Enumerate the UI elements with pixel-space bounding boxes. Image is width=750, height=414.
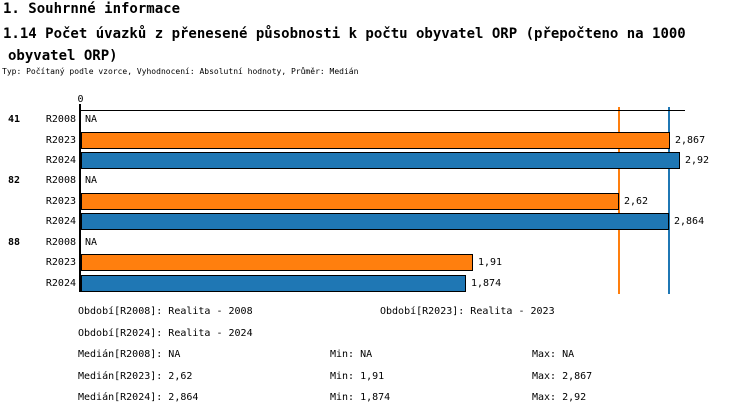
- indicator-meta: Typ: Počítaný podle vzorce, Vyhodnocení:…: [2, 67, 359, 76]
- x-axis-origin-label: 0: [77, 94, 84, 105]
- row-label-88-r2024: R2024: [45, 277, 76, 289]
- bar-value-88-r2024: 1,874: [471, 277, 502, 289]
- stat-median-r2008: Medián[R2008]: NA: [78, 349, 181, 360]
- bar-chart: 0 41 R2008 NA R2023 2,867 R2024 2,92 82 R2008 NA R…: [8, 94, 710, 294]
- reference-line-median-r2024: [668, 107, 670, 294]
- group-label-88: 88: [8, 236, 21, 248]
- bar-value-88-r2023: 1,91: [478, 257, 503, 268]
- stat-median-r2023: Medián[R2023]: 2,62: [78, 371, 193, 382]
- bar-41-r2024: [81, 152, 680, 169]
- group-label-41: 41: [8, 114, 21, 125]
- row-label-82-r2024: R2024: [45, 216, 76, 227]
- row-label-88-r2023: R2023: [45, 257, 76, 268]
- row-label-41-r2023: R2023: [45, 134, 76, 146]
- legend-period-r2023: Období[R2023]: Realita - 2023: [380, 306, 555, 317]
- section-title: 1. Souhrnné informace: [3, 1, 181, 17]
- bar-82-r2024: [81, 213, 669, 230]
- indicator-title: 1.14 Počet úvazků z přenesené působnosti…: [3, 26, 686, 64]
- stat-max-r2008: Max: NA: [532, 349, 575, 360]
- bar-value-41-r2023: 2,867: [675, 134, 706, 146]
- bar-value-88-r2008: NA: [85, 236, 98, 248]
- bar-value-82-r2024: 2,864: [674, 216, 705, 227]
- bar-value-41-r2024: 2,92: [685, 155, 710, 166]
- bar-value-41-r2008: NA: [85, 114, 98, 125]
- row-label-41-r2008: R2008: [45, 114, 76, 125]
- bar-41-r2023: [81, 131, 670, 149]
- stat-min-r2023: Min: 1,91: [330, 371, 385, 382]
- stat-min-r2008: Min: NA: [330, 349, 373, 360]
- bar-88-r2023: [81, 254, 473, 271]
- bar-value-82-r2008: NA: [85, 175, 98, 186]
- x-axis-top-line: [79, 110, 685, 111]
- bar-82-r2023: [81, 192, 619, 210]
- bar-value-82-r2023: 2,62: [624, 195, 649, 207]
- row-label-88-r2008: R2008: [45, 236, 76, 248]
- reference-line-median-r2023: [618, 107, 620, 294]
- bar-88-r2024: [81, 274, 466, 292]
- legend-period-r2008: Období[R2008]: Realita - 2008: [78, 306, 253, 317]
- legend-period-r2024: Období[R2024]: Realita - 2024: [78, 328, 253, 339]
- row-label-41-r2024: R2024: [45, 155, 76, 166]
- group-label-82: 82: [8, 175, 21, 186]
- row-label-82-r2023: R2023: [45, 195, 76, 207]
- y-axis-line: [79, 104, 81, 292]
- stat-median-r2024: Medián[R2024]: 2,864: [78, 392, 199, 403]
- stat-max-r2023: Max: 2,867: [532, 371, 593, 382]
- row-label-82-r2008: R2008: [45, 175, 76, 186]
- stat-min-r2024: Min: 1,874: [330, 392, 391, 403]
- stat-max-r2024: Max: 2,92: [532, 392, 587, 403]
